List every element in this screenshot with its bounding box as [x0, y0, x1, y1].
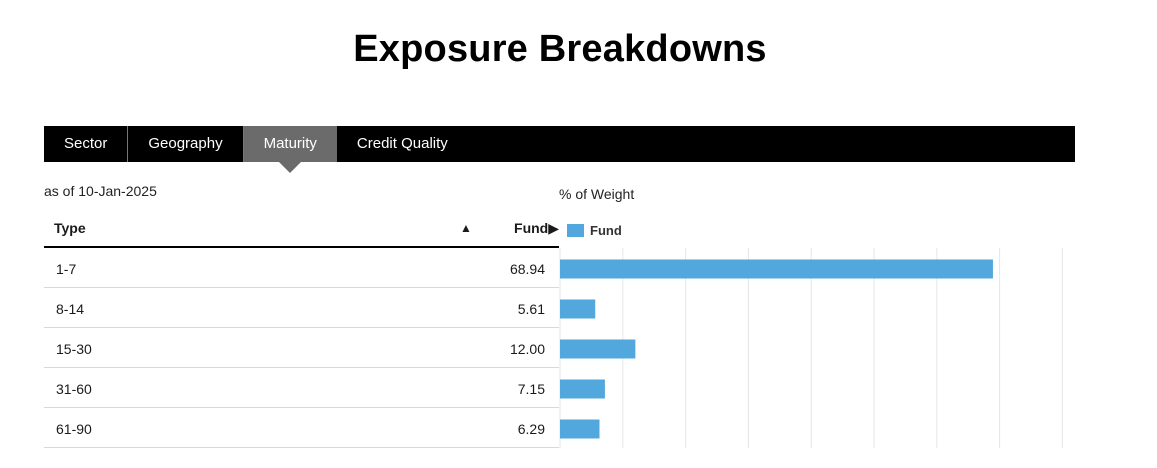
table-row: 8-14 5.61	[44, 288, 559, 328]
row-type: 8-14	[56, 301, 85, 317]
chart-legend: Fund	[567, 223, 622, 238]
legend-swatch	[567, 224, 584, 237]
table-header: Type ▲ Fund▶	[44, 212, 559, 248]
row-type: 31-60	[56, 381, 92, 397]
bar-15-30[interactable]	[560, 339, 636, 359]
table-row: 15-30 12.00	[44, 328, 559, 368]
sort-ascending-icon[interactable]: ▲	[460, 221, 472, 235]
as-of-date: as of 10-Jan-2025	[44, 183, 157, 199]
legend-label: Fund	[590, 223, 622, 238]
table-row: 61-90 6.29	[44, 408, 559, 448]
table-row: 1-7 68.94	[44, 248, 559, 288]
row-value: 5.61	[517, 301, 545, 317]
tab-sector[interactable]: Sector	[44, 126, 129, 162]
row-type: 61-90	[56, 421, 92, 437]
row-type: 1-7	[56, 261, 77, 277]
row-value: 68.94	[509, 261, 545, 277]
row-value: 7.15	[517, 381, 545, 397]
tab-maturity[interactable]: Maturity	[243, 126, 337, 173]
tab-bar: Sector Geography Maturity Credit Quality	[44, 126, 1075, 173]
tab-credit-quality[interactable]: Credit Quality	[356, 135, 448, 152]
chart-title: % of Weight	[559, 186, 635, 202]
bar-1-7[interactable]	[560, 259, 993, 279]
row-value: 12.00	[509, 341, 545, 357]
bar-8-14[interactable]	[560, 299, 596, 319]
tab-geography[interactable]: Geography	[128, 126, 244, 162]
column-header-fund[interactable]: Fund▶	[514, 220, 559, 236]
bar-61-90[interactable]	[560, 419, 600, 439]
page-title: Exposure Breakdowns	[353, 28, 767, 70]
bar-31-60[interactable]	[560, 379, 605, 399]
column-header-type[interactable]: Type	[54, 220, 86, 236]
table-row: 31-60 7.15	[44, 368, 559, 408]
row-type: 15-30	[56, 341, 92, 357]
row-value: 6.29	[517, 421, 545, 437]
maturity-table: Type ▲ Fund▶ 1-7 68.94 8-14 5.61 15-30 1…	[44, 212, 559, 448]
